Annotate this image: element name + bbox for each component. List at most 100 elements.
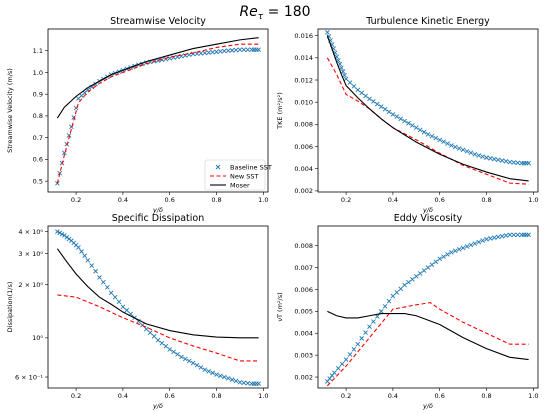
data-point-marker [155,337,161,343]
data-point-marker [325,30,330,35]
data-point-marker [233,47,239,53]
x-axis-label: y/δ [152,206,163,214]
data-point-marker [382,303,388,309]
data-point-marker [186,358,192,364]
data-point-marker [221,374,227,380]
data-point-marker [179,53,184,59]
data-point-marker [511,232,517,238]
data-point-marker [491,235,497,240]
chart-panel-2: Turbulence Kinetic Energy 0.2 0.4 0.6 0.8 1.0… [276,16,538,214]
data-point-marker [464,149,470,154]
data-point-marker [367,324,372,330]
x-tick-label: 0.8 [481,392,491,400]
data-point-marker [398,116,404,122]
data-point-marker [421,129,427,135]
data-point-marker [359,336,365,341]
data-point-marker [351,347,357,352]
y-tick-label: 0.014 [294,54,313,62]
x-tick-label: 0.6 [435,196,445,204]
data-point-marker [229,377,235,382]
data-point-marker [437,256,443,262]
x-tick-label: 0.4 [118,196,128,204]
data-point-marker [468,150,474,156]
y-tick-label: 0.002 [294,187,313,195]
data-point-marker [484,155,489,160]
data-point-marker [464,244,470,249]
panels: Streamwise Velocity 0.2 0.4 0.6 0.8 1.0 0.5 0.6… [6,16,538,410]
data-point-marker [116,299,122,305]
data-point-marker [456,146,462,151]
y-tick-label: 0.006 [294,286,313,294]
series-moser-line [56,248,259,339]
chart-title: Streamwise Velocity [110,16,206,27]
data-point-marker [206,368,212,374]
x-tick-label: 0.2 [341,392,351,400]
x-tick-label: 1.0 [258,196,268,204]
x-tick-label: 0.2 [71,196,81,204]
data-point-marker [468,242,474,248]
x-tick-label: 0.4 [388,392,398,400]
data-point-marker [480,154,485,159]
data-point-marker [437,137,443,143]
data-point-marker [374,314,380,319]
data-point-marker [85,257,91,263]
y-tick-label: 0.5 [33,177,43,185]
y-axis-label: TKE (m²/s²) [276,92,284,130]
data-point-marker [402,118,407,124]
data-point-marker [120,304,126,310]
data-point-marker [210,370,215,376]
y-tick-label: 0.007 [294,264,313,272]
y-tick-label: 0.003 [294,351,313,359]
x-axis-label: y/δ [422,402,433,410]
data-point-marker [499,233,505,239]
data-point-marker [190,360,196,366]
data-point-marker [347,80,353,85]
data-point-marker [225,48,231,54]
data-point-marker [59,231,65,237]
chart-panel-1: Streamwise Velocity 0.2 0.4 0.6 0.8 1.0 0.5 0.6… [6,16,272,214]
plot-frame [317,28,539,193]
y-tick-label: 2 × 10⁰ [18,281,43,289]
data-point-marker [433,259,439,265]
chart-panel-3: Specific Dissipation 0.2 0.4 0.6 0.8 1.0 4 × 1… [6,213,268,410]
y-tick-label: 0.7 [33,134,43,142]
data-point-marker [112,294,118,300]
data-point-marker [433,135,439,141]
data-point-marker [104,284,110,290]
data-point-marker [339,361,345,367]
data-point-marker [417,271,423,276]
data-point-marker [417,127,423,133]
data-point-marker [410,123,415,128]
legend-entry-label: Baseline SST [230,163,272,171]
chart-title: Specific Dissipation [112,213,205,224]
y-tick-label: 1.1 [33,47,43,55]
y-axis-label: νT (m²/s) [276,292,284,321]
data-point-marker [194,362,200,368]
y-tick-label: 0.6 [33,156,43,164]
data-point-marker [491,156,497,162]
data-point-marker [82,253,87,259]
figure-suptitle-subscript: τ [258,12,264,22]
x-tick-label: 0.4 [388,196,398,204]
data-point-marker [340,69,346,74]
data-point-marker [445,252,450,257]
series-new-sst-line [56,43,259,184]
data-point-marker [398,286,404,292]
data-point-marker [515,232,521,238]
data-point-marker [97,275,102,280]
data-point-marker [445,141,450,146]
chart-panel-4: Eddy Viscosity 0.2 0.4 0.6 0.8 1.0 0.002 0.003 0… [276,213,538,410]
y-tick-label: 0.012 [294,76,313,84]
data-point-marker [503,233,509,238]
data-point-marker [182,356,188,362]
x-tick-label: 0.6 [165,392,175,400]
data-point-marker [218,373,223,379]
data-point-marker [526,232,531,238]
data-point-marker [175,352,180,357]
data-point-marker [406,120,411,126]
data-point-marker [367,96,372,102]
data-point-marker [71,115,77,120]
data-point-marker [339,65,344,71]
series-moser-line [326,35,529,182]
